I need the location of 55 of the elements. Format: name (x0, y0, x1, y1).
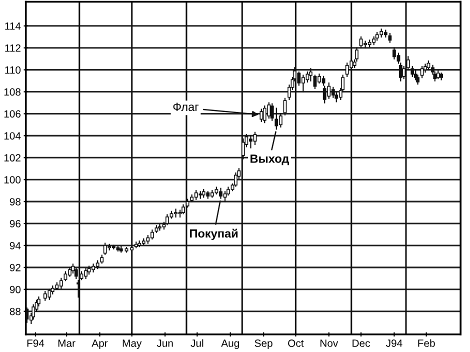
x-tick-label: Mar (58, 340, 76, 347)
candlestick (59, 278, 63, 289)
candlestick (327, 82, 331, 99)
x-tick-label: J94 (386, 340, 402, 347)
x-tick-label: Feb (418, 339, 435, 347)
x-tick-label: Oct (288, 340, 304, 347)
y-tick-label: 114 (5, 22, 21, 30)
candlestick (32, 304, 36, 320)
candlestick (253, 132, 257, 146)
candlestick (308, 68, 312, 82)
x-tick-label: Dec (352, 340, 370, 347)
annotation: Выход (250, 154, 289, 166)
candlestick (84, 268, 88, 279)
y-tick-label: 96 (10, 220, 21, 228)
x-tick-label: Nov (320, 340, 338, 347)
x-tick-label: Aug (221, 340, 239, 349)
candlestick (420, 66, 424, 78)
x-tick-label: May (122, 340, 142, 349)
annotation: Покупай (190, 228, 238, 240)
annotation: Флаг (173, 102, 199, 112)
y-tick-label: 108 (4, 88, 21, 96)
candlestick (270, 103, 274, 121)
y-tick-label: 88 (10, 308, 21, 316)
candlestick (234, 172, 238, 187)
candlestick (174, 208, 178, 218)
y-tick-label: 110 (5, 66, 21, 74)
candlestick (165, 214, 169, 226)
candlestick (283, 98, 287, 116)
y-tick-label: 100 (4, 176, 21, 184)
candlestick (364, 40, 368, 48)
y-tick-label: 106 (4, 110, 21, 118)
y-tick-label: 92 (10, 264, 20, 272)
candlestick (301, 74, 305, 92)
candlestick (103, 242, 107, 255)
y-tick-label: 90 (10, 286, 21, 294)
candlestick (48, 288, 52, 300)
candlestick (359, 36, 363, 48)
x-tick-label: Jun (156, 340, 173, 347)
candlestick (410, 66, 414, 77)
x-tick-label: F94 (27, 340, 44, 347)
y-tick-label: 94 (10, 242, 21, 250)
x-tick-label: Jul (190, 339, 204, 347)
candlestick (392, 47, 396, 60)
candlestick (274, 108, 278, 130)
x-tick-label: Sep (254, 340, 272, 349)
candlestick (158, 224, 162, 231)
x-tick-label: Apr (92, 340, 108, 349)
candlestick (262, 106, 266, 124)
candlestick (331, 86, 335, 98)
y-tick-label: 112 (5, 44, 20, 52)
y-tick-label: 102 (4, 154, 20, 162)
y-tick-label: 98 (10, 198, 21, 206)
candlestick (267, 102, 271, 119)
candlestick (414, 69, 418, 80)
y-tick-label: 104 (4, 132, 21, 140)
